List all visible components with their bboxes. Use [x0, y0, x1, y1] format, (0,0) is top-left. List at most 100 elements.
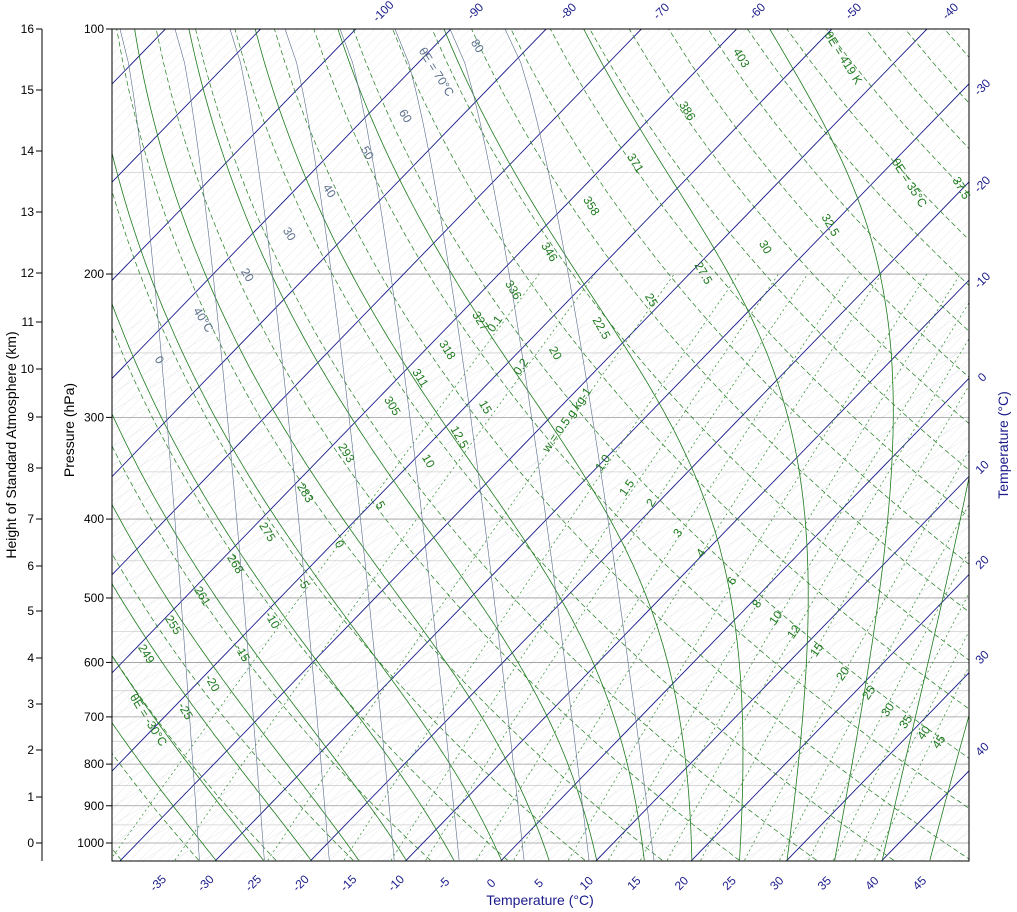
minor-isotherm: [112, 29, 604, 536]
minor-isotherm: [767, 652, 969, 861]
minor-isotherm: [112, 29, 613, 546]
minor-grid-line: [112, 320, 593, 610]
minor-isotherm: [112, 29, 395, 320]
minor-isotherm: [633, 515, 969, 861]
minor-isotherm: [129, 29, 937, 861]
minor-isotherm: [112, 29, 899, 841]
dry-adiabat: [116, 29, 663, 861]
minor-isotherm: [671, 554, 969, 861]
minor-isotherm: [833, 721, 969, 861]
pressure-tick-label: 800: [84, 757, 104, 771]
minor-grid-line: [621, 652, 969, 861]
moist-adiabat: [112, 583, 312, 861]
minor-isotherm: [112, 29, 871, 811]
minor-isotherm: [112, 29, 794, 733]
minor-isotherm: [112, 29, 823, 762]
minor-isotherm: [253, 122, 969, 861]
minor-isotherm: [167, 34, 969, 861]
theta-e-curve: [339, 29, 460, 861]
minor-isotherm: [719, 603, 969, 861]
minor-isotherm: [529, 407, 969, 861]
minor-isotherm: [112, 29, 880, 821]
moist-adiabat: [112, 654, 264, 861]
minor-isotherm: [709, 593, 969, 861]
minor-grid-line: [112, 320, 863, 772]
minor-grid-line: [801, 760, 969, 861]
theta-e-curve: [284, 29, 395, 861]
height-tick-label: 9: [27, 410, 34, 424]
minor-isotherm: [112, 29, 671, 605]
minor-grid-line: [112, 320, 533, 574]
height-tick-label: 7: [27, 512, 34, 526]
minor-grid-line: [112, 320, 563, 592]
minor-isotherm: [112, 29, 623, 556]
minor-isotherm: [367, 240, 969, 861]
mixing-ratio-line: [513, 273, 882, 861]
minor-grid-line: [531, 598, 969, 861]
minor-grid-line: [291, 454, 969, 861]
minor-isotherm: [662, 544, 969, 861]
minor-grid-line: [112, 320, 743, 700]
pressure-tick-label: 1000: [77, 836, 104, 850]
minor-isotherm: [112, 29, 861, 801]
theta-e-curve: [504, 29, 655, 861]
minor-isotherm: [243, 112, 969, 861]
height-tick-label: 15: [21, 83, 35, 97]
moist-adiabat: [112, 503, 360, 861]
minor-isotherm: [605, 485, 969, 861]
minor-isotherm: [112, 29, 537, 468]
theta-e-curve: [449, 29, 590, 861]
mixing-ratio-line: [390, 273, 779, 861]
minor-isotherm: [112, 29, 556, 487]
minor-isotherm: [567, 446, 969, 861]
minor-grid-line: [711, 706, 969, 861]
minor-grid-line: [261, 436, 969, 861]
pressure-tick-label: 500: [84, 591, 104, 605]
plot-frame: [111, 28, 970, 862]
isotherm: [112, 29, 737, 674]
moist-adiabat-label: 30: [756, 238, 775, 257]
minor-isotherm: [112, 29, 366, 291]
minor-isotherm: [376, 250, 969, 861]
minor-isotherm: [112, 29, 375, 301]
minor-isotherm: [112, 29, 851, 792]
height-tick-label: 0: [27, 836, 34, 850]
minor-isotherm: [319, 191, 969, 861]
pressure-tick-label: 700: [84, 710, 104, 724]
minor-isotherm: [112, 29, 490, 419]
minor-isotherm: [338, 211, 969, 861]
minor-isotherm: [112, 29, 385, 311]
minor-grid-line: [112, 320, 473, 538]
moist-adiabat-label: 25: [642, 291, 661, 310]
minor-grid-line: [112, 320, 443, 520]
minor-isotherm: [586, 466, 969, 861]
dry-adiabat: [234, 29, 894, 861]
minor-grid-line: [112, 320, 893, 790]
minor-isotherm: [112, 29, 423, 350]
minor-isotherm: [491, 368, 969, 861]
moist-adiabat-label: 20: [546, 344, 565, 363]
minor-isotherm: [510, 387, 969, 861]
minor-grid-line: [112, 320, 623, 628]
moist-adiabat: [112, 302, 455, 861]
minor-isotherm: [112, 29, 528, 458]
minor-isotherm: [112, 29, 633, 566]
minor-isotherm: [112, 29, 594, 527]
minor-isotherm: [112, 29, 766, 703]
minor-isotherm: [112, 29, 775, 713]
height-tick-label: 13: [21, 205, 35, 219]
minor-grid-line: [112, 320, 413, 502]
height-tick-label: 16: [21, 22, 35, 36]
minor-isotherm: [795, 682, 969, 861]
minor-isotherm: [386, 260, 969, 861]
minor-isotherm: [112, 29, 280, 203]
minor-grid-line: [411, 526, 969, 861]
height-tick-label: 14: [21, 144, 35, 158]
minor-isotherm: [452, 328, 969, 861]
theta-e-curve: [119, 29, 200, 861]
minor-isotherm: [481, 358, 969, 861]
dry-adiabat: [195, 29, 817, 861]
minor-grid-line: [651, 670, 969, 861]
minor-isotherm: [186, 54, 969, 861]
